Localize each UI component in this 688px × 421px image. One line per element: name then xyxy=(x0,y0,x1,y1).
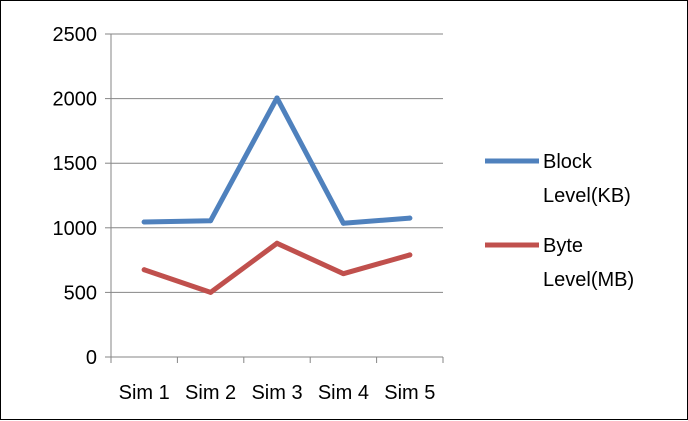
data-point xyxy=(141,267,147,273)
y-tick-label: 0 xyxy=(86,347,97,369)
data-point xyxy=(340,220,346,226)
x-tick-label: Sim 4 xyxy=(318,382,369,404)
y-tick-label: 2000 xyxy=(53,89,98,111)
data-point xyxy=(340,271,346,277)
legend-label: Byte xyxy=(543,235,583,257)
data-point xyxy=(274,95,280,101)
x-tick-label: Sim 2 xyxy=(185,382,236,404)
data-point xyxy=(407,252,413,258)
y-tick-label: 500 xyxy=(64,282,97,304)
data-point xyxy=(274,240,280,246)
series-line xyxy=(141,240,413,295)
y-tick-label: 1000 xyxy=(53,218,98,240)
x-tick-label: Sim 3 xyxy=(251,382,302,404)
legend-label: Block xyxy=(543,151,593,173)
data-point xyxy=(208,218,214,224)
x-tick-label: Sim 5 xyxy=(384,382,435,404)
y-tick-label: 2500 xyxy=(53,24,98,46)
legend-label: Level(KB) xyxy=(543,185,631,207)
data-point xyxy=(407,215,413,221)
legend-label: Level(MB) xyxy=(543,269,634,291)
x-tick-label: Sim 1 xyxy=(119,382,170,404)
data-point xyxy=(141,219,147,225)
data-point xyxy=(208,289,214,295)
y-tick-label: 1500 xyxy=(53,153,98,175)
series-line xyxy=(141,95,413,226)
